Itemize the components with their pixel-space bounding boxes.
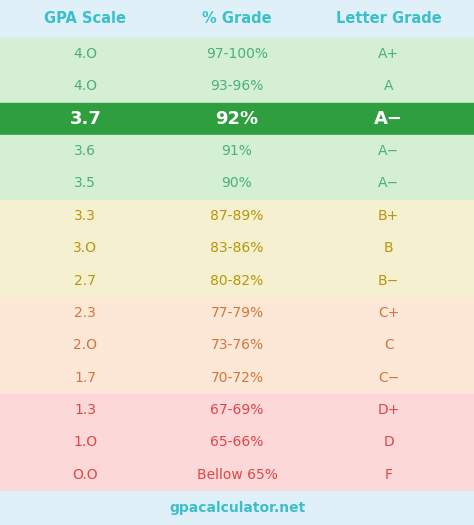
Text: D: D (383, 435, 394, 449)
Text: A−: A− (378, 144, 399, 158)
Text: B: B (384, 241, 393, 255)
Text: 1.O: 1.O (73, 435, 97, 449)
Text: 83-86%: 83-86% (210, 241, 264, 255)
Text: 73-76%: 73-76% (210, 338, 264, 352)
Text: 91%: 91% (221, 144, 253, 158)
Text: 77-79%: 77-79% (210, 306, 264, 320)
Bar (0, 264, 474, 297)
Bar (0, 329, 474, 361)
Bar (0, 200, 474, 232)
Text: 3.5: 3.5 (74, 176, 96, 191)
Text: Letter Grade: Letter Grade (336, 12, 442, 26)
Text: F: F (385, 468, 392, 482)
Bar (0, 0, 474, 38)
Text: 3.O: 3.O (73, 241, 97, 255)
Text: 97-100%: 97-100% (206, 47, 268, 61)
Bar (0, 102, 474, 135)
Bar (0, 70, 474, 102)
Text: 4.O: 4.O (73, 79, 97, 93)
Bar (0, 232, 474, 264)
Text: 4.O: 4.O (73, 47, 97, 61)
Text: % Grade: % Grade (202, 12, 272, 26)
Bar (0, 491, 474, 525)
Bar (0, 297, 474, 329)
Text: 80-82%: 80-82% (210, 274, 264, 288)
Text: 2.7: 2.7 (74, 274, 96, 288)
Text: A: A (384, 79, 393, 93)
Text: 92%: 92% (216, 110, 258, 128)
Text: C+: C+ (378, 306, 400, 320)
Text: 87-89%: 87-89% (210, 209, 264, 223)
Bar (0, 38, 474, 70)
Bar (0, 167, 474, 200)
Bar (0, 394, 474, 426)
Text: A−: A− (374, 110, 403, 128)
Text: 67-69%: 67-69% (210, 403, 264, 417)
Text: 65-66%: 65-66% (210, 435, 264, 449)
Text: 1.3: 1.3 (74, 403, 96, 417)
Text: O.O: O.O (73, 468, 98, 482)
Text: B+: B+ (378, 209, 399, 223)
Text: D+: D+ (377, 403, 400, 417)
Text: A−: A− (378, 176, 399, 191)
Text: Bellow 65%: Bellow 65% (197, 468, 277, 482)
Text: GPA Scale: GPA Scale (45, 12, 126, 26)
Text: A+: A+ (378, 47, 399, 61)
Text: 90%: 90% (222, 176, 252, 191)
Text: 1.7: 1.7 (74, 371, 96, 385)
Text: C: C (384, 338, 393, 352)
Text: 3.7: 3.7 (69, 110, 101, 128)
Text: 2.3: 2.3 (74, 306, 96, 320)
Text: 93-96%: 93-96% (210, 79, 264, 93)
Bar (0, 135, 474, 167)
Bar (0, 361, 474, 394)
Text: 3.3: 3.3 (74, 209, 96, 223)
Bar (0, 458, 474, 491)
Text: B−: B− (378, 274, 399, 288)
Text: 3.6: 3.6 (74, 144, 96, 158)
Bar (0, 426, 474, 458)
Text: C−: C− (378, 371, 400, 385)
Text: 70-72%: 70-72% (210, 371, 264, 385)
Text: gpacalculator.net: gpacalculator.net (169, 501, 305, 515)
Text: 2.O: 2.O (73, 338, 97, 352)
